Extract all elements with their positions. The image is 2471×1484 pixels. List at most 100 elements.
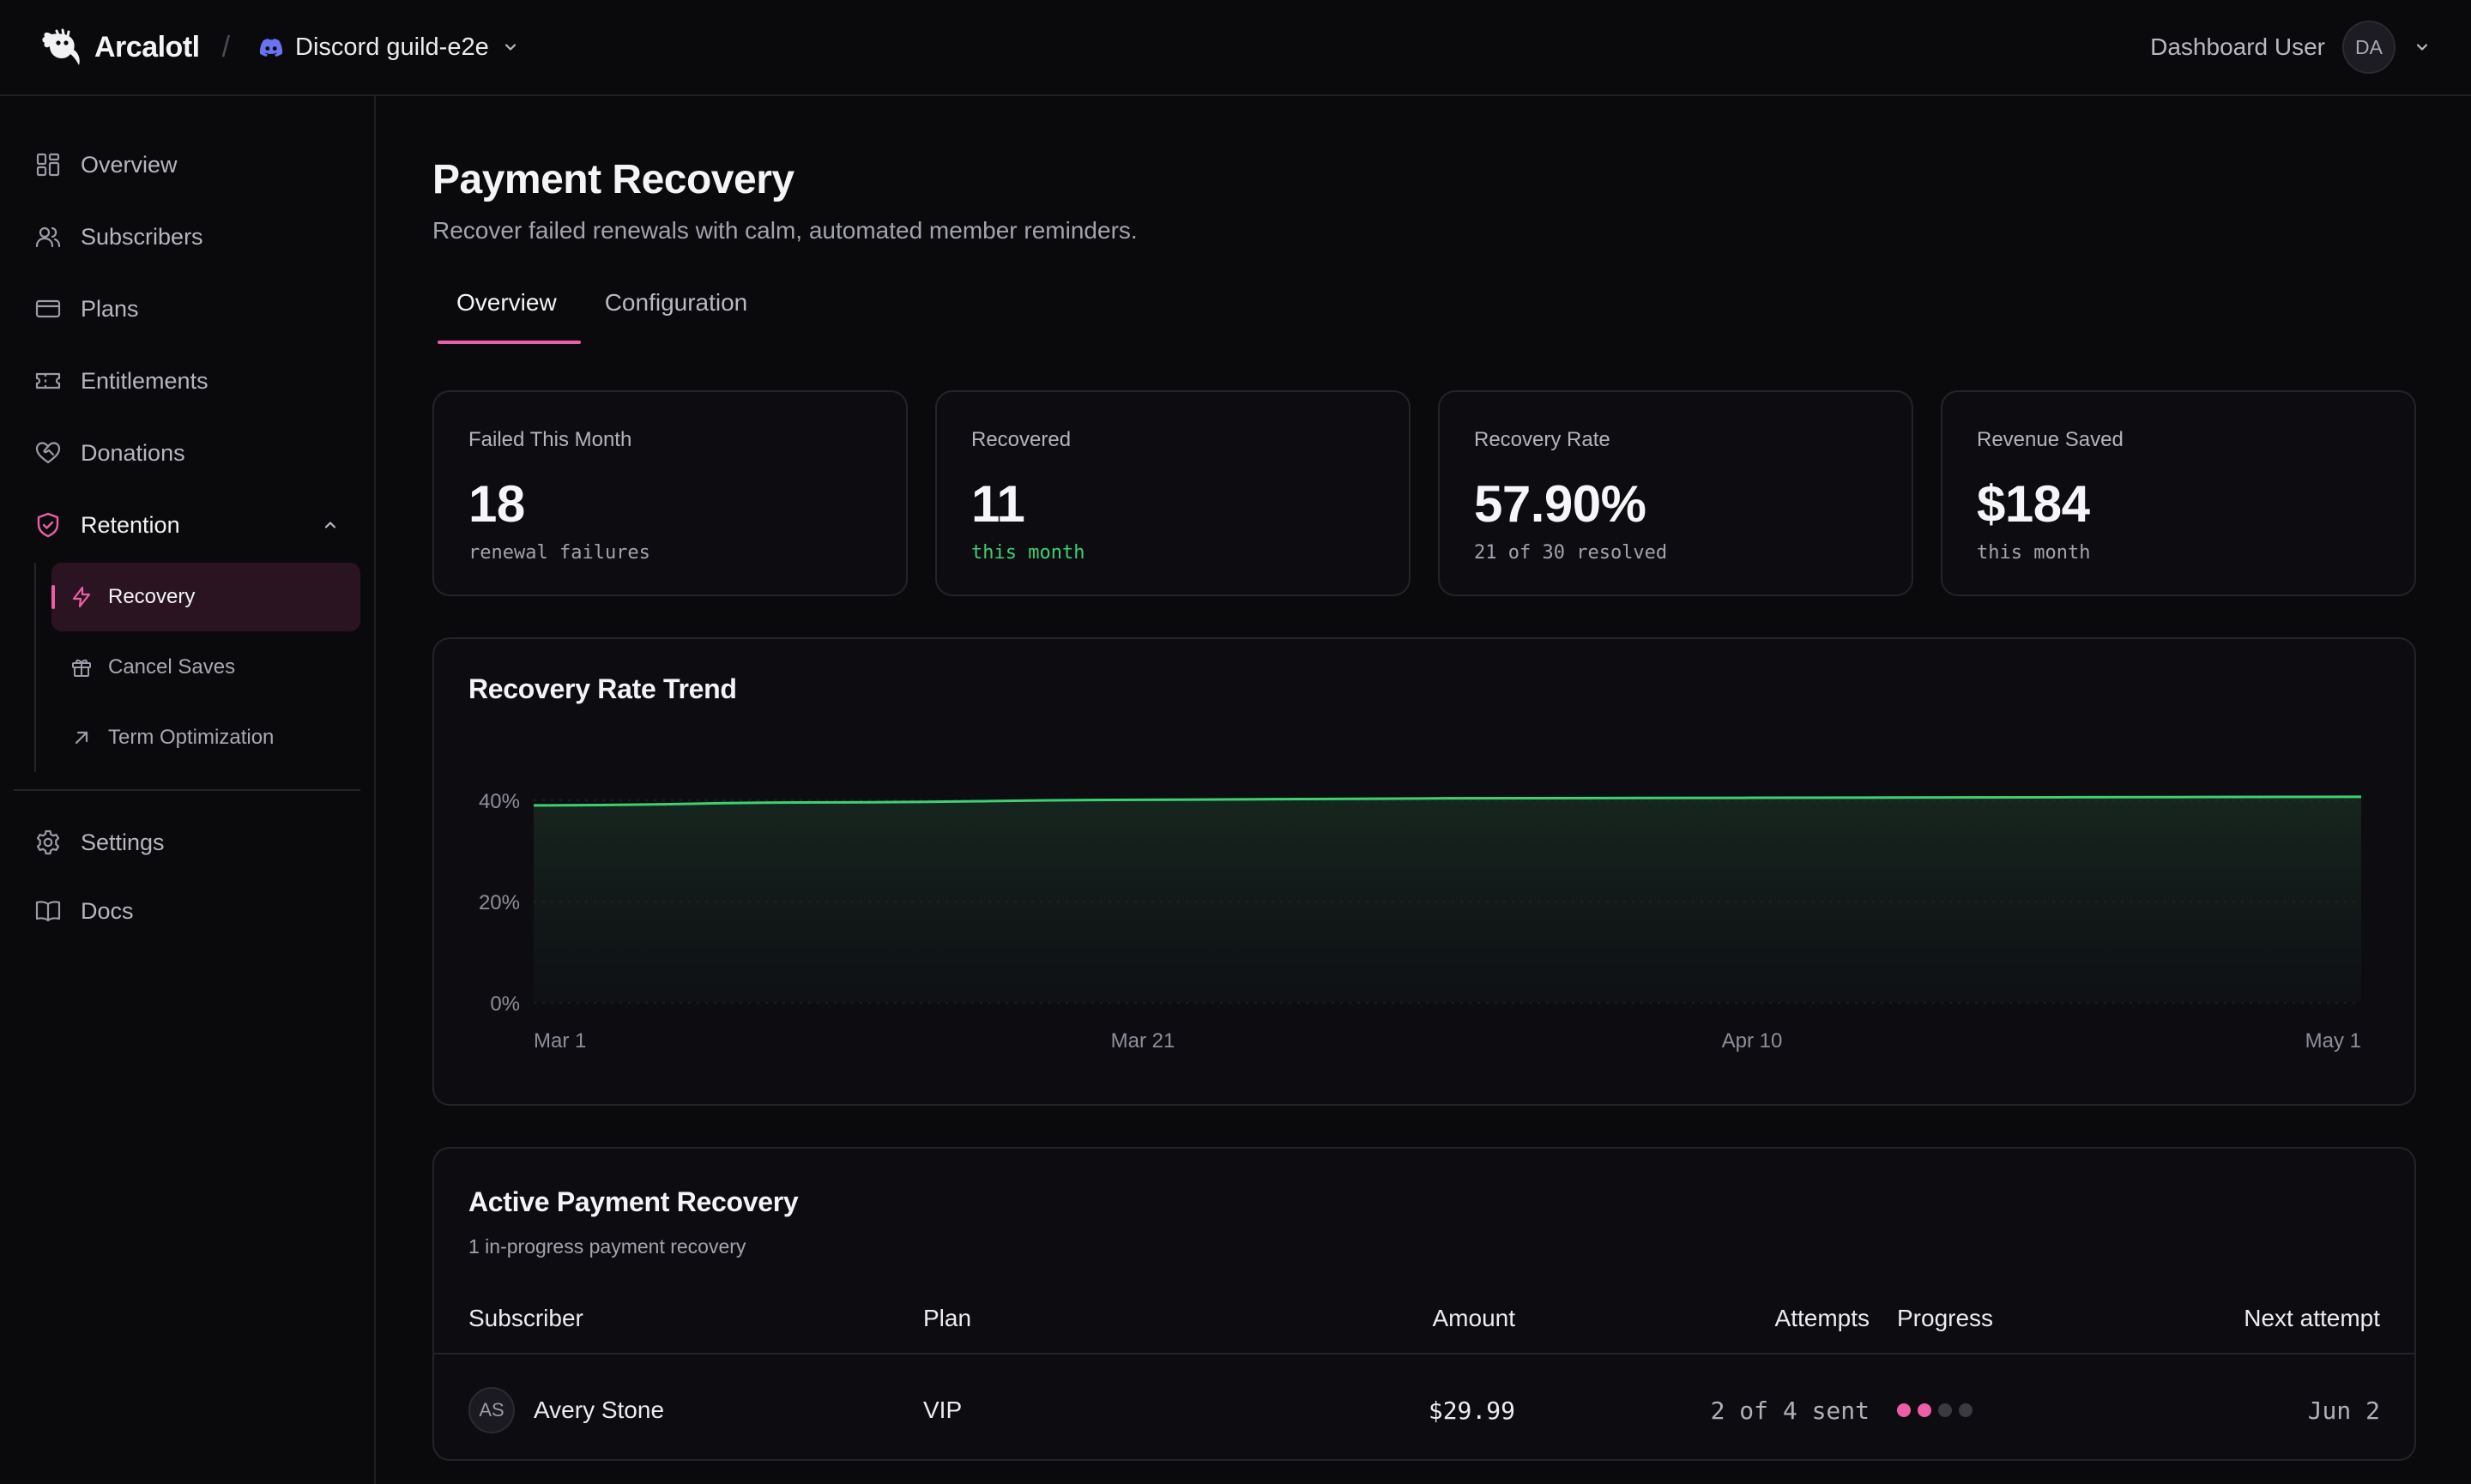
progress-dots <box>1870 1403 2067 1417</box>
sidebar-divider <box>14 789 360 791</box>
stat-value: 57.90% <box>1474 475 1646 533</box>
stats-row: Failed This Month 18 renewal failures Re… <box>432 390 2416 596</box>
top-bar: Arcalotl / Discord guild-e2e Dashboard U… <box>0 0 2471 96</box>
column-header-next-attempt[interactable]: Next attempt <box>2244 1305 2380 1331</box>
gear-icon <box>36 829 60 855</box>
sidebar-item-label: Cancel Saves <box>108 655 236 679</box>
sidebar-item-plans[interactable]: Plans <box>0 273 374 345</box>
user-name: Dashboard User <box>2150 33 2325 60</box>
book-icon <box>35 901 61 922</box>
column-header-plan[interactable]: Plan <box>923 1305 972 1331</box>
app-logo[interactable]: Arcalotl <box>39 27 200 67</box>
retention-subnav: Recovery Cancel Saves Term Optimization <box>34 563 374 772</box>
y-tick-label: 0% <box>490 992 520 1016</box>
sidebar-item-settings[interactable]: Settings <box>0 808 374 877</box>
x-tick-label: Mar 1 <box>534 1029 586 1053</box>
table-row[interactable]: AS Avery Stone VIP $29.99 2 of 4 sent Ju… <box>434 1354 2414 1459</box>
sidebar-item-label: Overview <box>81 151 178 178</box>
recovery-rate-chart: 40% 20% 0% Mar 1 Mar 21 Apr 10 May 1 <box>479 790 2362 1053</box>
zap-icon <box>72 586 91 608</box>
active-recovery-card: Active Payment Recovery 1 in-progress pa… <box>432 1147 2416 1461</box>
chart-title: Recovery Rate Trend <box>468 673 737 704</box>
user-menu[interactable]: Dashboard User DA <box>2150 21 2432 74</box>
sidebar-item-term-optimization[interactable]: Term Optimization <box>51 703 360 772</box>
arrow-up-right-icon <box>75 731 88 745</box>
stat-value: 18 <box>468 475 525 533</box>
gift-icon <box>72 659 91 677</box>
grid-icon <box>36 153 60 177</box>
x-tick-label: May 1 <box>2305 1029 2361 1053</box>
credit-card-icon <box>35 299 61 318</box>
ticket-icon <box>35 372 61 389</box>
column-header-subscriber[interactable]: Subscriber <box>468 1305 583 1331</box>
avatar: AS <box>468 1387 515 1433</box>
stat-value: 11 <box>971 475 1025 533</box>
stat-label: Failed This Month <box>468 428 632 451</box>
subscriber-cell: AS Avery Stone <box>468 1387 923 1433</box>
stat-label: Recovered <box>971 428 1072 451</box>
plan-cell: VIP <box>923 1397 963 1423</box>
sidebar-item-entitlements[interactable]: Entitlements <box>0 345 374 417</box>
stat-note: this month <box>1977 542 2091 564</box>
table-title: Active Payment Recovery <box>468 1186 799 1217</box>
y-tick-label: 40% <box>479 790 520 813</box>
stat-value: $184 <box>1977 475 2090 533</box>
column-header-progress[interactable]: Progress <box>1897 1305 1994 1331</box>
page-title: Payment Recovery <box>432 157 794 202</box>
sidebar-item-label: Settings <box>81 829 165 855</box>
sidebar-item-subscribers[interactable]: Subscribers <box>0 201 374 273</box>
sidebar: Overview Subscribers Plans Entitlements … <box>0 96 376 1484</box>
stat-label: Revenue Saved <box>1977 428 2124 451</box>
sidebar-item-retention[interactable]: Retention <box>0 489 374 561</box>
progress-dot-sent <box>1897 1403 1911 1417</box>
users-icon <box>35 226 61 248</box>
progress-dot-pending <box>1959 1403 1973 1417</box>
app-name: Arcalotl <box>94 30 200 63</box>
y-tick-label: 20% <box>479 891 520 914</box>
stat-card-recovered: Recovered 11 this month <box>935 390 1411 596</box>
breadcrumb-separator: / <box>221 30 231 63</box>
recovery-rate-chart-card: Recovery Rate Trend 40% 20% 0% Mar 1 Mar 21 A… <box>432 637 2416 1106</box>
column-header-attempts[interactable]: Attempts <box>1774 1305 1870 1331</box>
chevron-down-icon <box>504 44 516 51</box>
tab-configuration[interactable]: Configuration <box>604 289 748 316</box>
next-attempt-cell: Jun 2 <box>2307 1396 2380 1425</box>
sidebar-item-label: Docs <box>81 897 134 924</box>
main-content: Payment Recovery Recover failed renewals… <box>432 96 2416 1461</box>
area-fill <box>534 796 2361 1003</box>
stat-note: this month <box>971 542 1085 564</box>
sidebar-item-label: Recovery <box>108 585 196 608</box>
stat-note: renewal failures <box>468 542 650 564</box>
series-line <box>533 795 2362 807</box>
sidebar-item-label: Plans <box>81 295 139 322</box>
sidebar-item-cancel-saves[interactable]: Cancel Saves <box>51 633 360 702</box>
sidebar-item-label: Term Optimization <box>108 726 275 749</box>
sidebar-item-label: Subscribers <box>81 223 203 250</box>
chevron-up-icon[interactable] <box>321 516 340 534</box>
stat-card-revenue-saved: Revenue Saved $184 this month <box>1941 390 2416 596</box>
page-subtitle: Recover failed renewals with calm, autom… <box>432 217 1138 244</box>
heart-handshake-icon <box>35 442 61 464</box>
table-subtitle: 1 in-progress payment recovery <box>468 1235 746 1258</box>
guild-name: Discord guild-e2e <box>295 33 489 61</box>
amount-cell: $29.99 <box>1428 1396 1515 1425</box>
table-header: Subscriber Plan Amount Attempts Progress… <box>434 1284 2414 1354</box>
avatar: DA <box>2342 21 2395 74</box>
chevron-down-icon <box>2416 44 2428 51</box>
sidebar-item-overview[interactable]: Overview <box>0 129 374 201</box>
guild-switcher[interactable]: Discord guild-e2e <box>259 33 520 62</box>
discord-icon <box>259 39 283 57</box>
x-tick-label: Apr 10 <box>1722 1029 1783 1053</box>
attempts-cell: 2 of 4 sent <box>1710 1396 1870 1425</box>
sidebar-item-donations[interactable]: Donations <box>0 417 374 489</box>
sidebar-item-label: Donations <box>81 439 185 466</box>
sidebar-item-label: Retention <box>81 511 180 538</box>
progress-dot-sent <box>1918 1403 1931 1417</box>
stat-label: Recovery Rate <box>1474 428 1610 451</box>
stat-card-failed: Failed This Month 18 renewal failures <box>432 390 908 596</box>
subscriber-name: Avery Stone <box>534 1397 665 1423</box>
sidebar-item-docs[interactable]: Docs <box>0 877 374 945</box>
tab-overview[interactable]: Overview <box>432 289 581 344</box>
column-header-amount[interactable]: Amount <box>1432 1305 1516 1331</box>
sidebar-item-recovery[interactable]: Recovery <box>51 563 360 631</box>
